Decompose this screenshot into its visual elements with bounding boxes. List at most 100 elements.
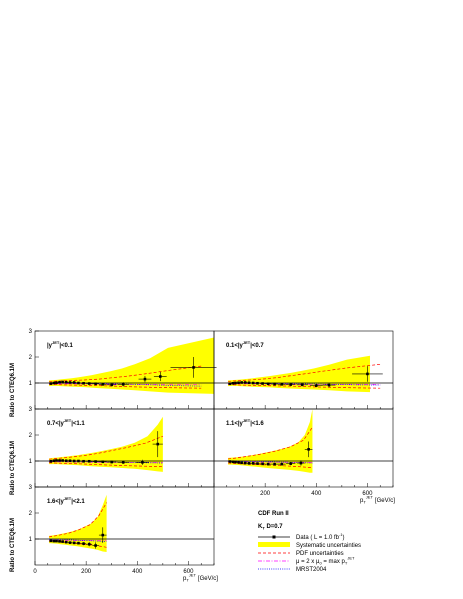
data-point bbox=[61, 380, 64, 384]
data-point bbox=[251, 462, 255, 465]
data-point bbox=[82, 459, 85, 463]
data-point bbox=[247, 381, 251, 385]
data-point bbox=[94, 460, 97, 463]
data-point bbox=[101, 460, 105, 464]
xtick-label: 200 bbox=[81, 569, 92, 575]
ytick-label: 2 bbox=[29, 433, 33, 439]
data-point bbox=[61, 459, 64, 462]
data-point bbox=[266, 382, 270, 386]
pdf-upper bbox=[49, 502, 107, 538]
xlabel-p: p bbox=[183, 576, 187, 582]
xlabel-left: pTJET[GeV/c] bbox=[183, 573, 218, 583]
ytick-label: 2 bbox=[29, 511, 33, 517]
panel-label: 1.6<|yJET|<2.1 bbox=[47, 496, 85, 505]
data-point bbox=[77, 541, 80, 545]
data-point bbox=[58, 459, 61, 462]
data-point bbox=[58, 380, 61, 384]
xtick-label: 400 bbox=[132, 569, 143, 575]
data-point bbox=[231, 381, 235, 385]
panel-label: 0.1<|yJET|<0.7 bbox=[226, 340, 264, 349]
data-point bbox=[110, 383, 114, 387]
data-point bbox=[52, 381, 56, 385]
data-point bbox=[72, 541, 76, 545]
ytick-label: 3 bbox=[29, 407, 33, 413]
data-point bbox=[87, 459, 91, 463]
data-point bbox=[280, 462, 284, 466]
data-point bbox=[247, 462, 251, 465]
data-point bbox=[68, 459, 72, 463]
legend-data-marker bbox=[272, 535, 276, 539]
data-point bbox=[327, 383, 331, 387]
legend-pdf-text: PDF uncertainties bbox=[296, 551, 344, 557]
data-point bbox=[300, 383, 304, 387]
data-point bbox=[121, 383, 125, 386]
legend-syst-swatch bbox=[258, 542, 290, 547]
data-point bbox=[77, 459, 80, 463]
legend-mu-text: μ = 2 x μ0 = max pTJET bbox=[296, 556, 355, 566]
xlabel-sub: T bbox=[186, 578, 189, 583]
panels: 1 2 3 |yJET|<0.1 0.1<|yJET|<0.7 1 2 3 0.7<|yJET|… bbox=[29, 329, 394, 575]
data-point bbox=[273, 462, 276, 466]
syst-band bbox=[228, 409, 313, 473]
xtick-label: 600 bbox=[183, 569, 194, 575]
data-point bbox=[192, 366, 195, 369]
mrst-curve bbox=[49, 538, 107, 542]
syst-band bbox=[49, 416, 163, 472]
data-point bbox=[156, 442, 160, 446]
data-point bbox=[228, 382, 232, 386]
data-point bbox=[273, 382, 276, 386]
syst-band bbox=[49, 494, 107, 552]
data-point bbox=[261, 462, 264, 466]
panel-1: 1 2 3 |yJET|<0.1 bbox=[29, 329, 217, 410]
data-point bbox=[237, 461, 240, 464]
ylabel-row1: Ratio to CTEQ6.1M bbox=[10, 363, 16, 417]
pdf-upper bbox=[228, 427, 313, 460]
data-point bbox=[52, 459, 56, 463]
data-point bbox=[94, 544, 97, 547]
panel-label: 1.1<|yJET|<1.6 bbox=[226, 418, 264, 427]
panel-3: 1 2 3 0.7<|yJET|<1.1 bbox=[29, 407, 215, 488]
ytick-label: 1 bbox=[29, 381, 33, 387]
ylabel-row3: Ratio to CTEQ6.1M bbox=[10, 518, 16, 572]
legend-mrst-text: MRST2004 bbox=[296, 567, 327, 573]
data-point bbox=[87, 382, 91, 385]
data-point bbox=[82, 542, 85, 545]
data-point bbox=[94, 382, 97, 386]
syst-band bbox=[49, 337, 214, 394]
data-point bbox=[299, 461, 303, 465]
data-point bbox=[243, 461, 247, 465]
xtick-label: 0 bbox=[33, 569, 37, 575]
panel-4: 200 400 600 1.1<|yJET|<1.6 bbox=[213, 408, 394, 497]
data-point bbox=[143, 377, 147, 381]
xtick-label: 200 bbox=[260, 491, 271, 497]
ytick-label: 3 bbox=[29, 329, 33, 335]
pdf-upper bbox=[49, 435, 163, 460]
data-point bbox=[289, 462, 293, 465]
xlabel-sub-r: T bbox=[363, 500, 366, 505]
data-point bbox=[55, 459, 58, 462]
data-point bbox=[121, 461, 125, 464]
data-point bbox=[307, 448, 310, 451]
xlabel-sup: JET bbox=[189, 573, 197, 578]
data-point bbox=[77, 381, 80, 385]
legend-syst-text: Systematic uncertainties bbox=[296, 543, 361, 549]
data-point bbox=[58, 540, 61, 543]
data-point bbox=[237, 381, 240, 385]
panel-label: 0.7<|yJET|<1.1 bbox=[47, 418, 85, 427]
pdf-upper bbox=[228, 363, 381, 382]
xlabel-p-r: p bbox=[360, 498, 364, 504]
data-point bbox=[110, 460, 114, 464]
data-point bbox=[49, 459, 53, 463]
data-point bbox=[72, 381, 76, 384]
data-point bbox=[64, 380, 68, 384]
data-point bbox=[49, 382, 53, 385]
ytick-label: 2 bbox=[29, 355, 33, 361]
xtick-label: 600 bbox=[362, 491, 373, 497]
panel-5: 1 2 3 0 200 400 600 1.6<|yJET|<2.1 bbox=[29, 485, 215, 575]
algorithm-label: KT D=0.7 bbox=[258, 524, 283, 531]
ytick-label: 3 bbox=[29, 485, 33, 491]
data-point bbox=[159, 375, 162, 378]
panel-2: 0.1<|yJET|<0.7 bbox=[213, 330, 394, 410]
data-point bbox=[52, 539, 56, 543]
